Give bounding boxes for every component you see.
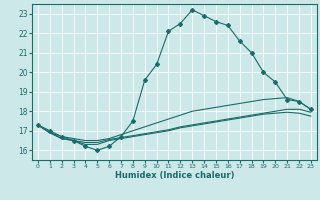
X-axis label: Humidex (Indice chaleur): Humidex (Indice chaleur) <box>115 171 234 180</box>
